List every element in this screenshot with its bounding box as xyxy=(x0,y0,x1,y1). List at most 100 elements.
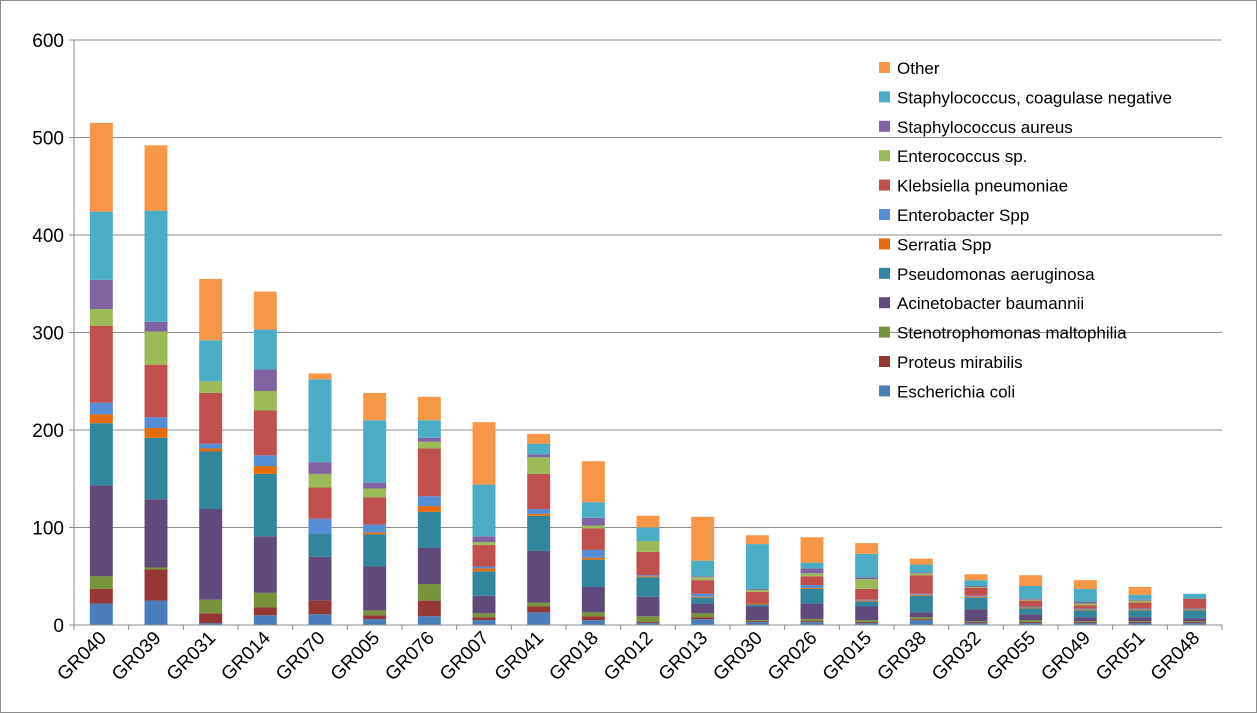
bar-segment xyxy=(691,597,715,604)
bar-segment xyxy=(527,602,551,607)
bar-segment xyxy=(417,441,441,449)
bar-segment xyxy=(1019,598,1043,600)
bar-segment xyxy=(964,623,988,625)
bar-segment xyxy=(363,392,387,421)
bar-segment xyxy=(199,613,223,624)
legend-swatch xyxy=(879,62,890,73)
bar-segment xyxy=(1073,617,1097,622)
bar-segment xyxy=(1019,620,1043,623)
bar-segment xyxy=(1128,608,1152,610)
bar-segment xyxy=(581,616,605,621)
bar-segment xyxy=(909,573,933,576)
bar-segment xyxy=(745,620,769,622)
bar-segment xyxy=(855,606,879,621)
bar-segment xyxy=(1019,600,1043,607)
bar-segment xyxy=(855,599,879,601)
bar-segment xyxy=(855,543,879,554)
bar-segment xyxy=(909,594,933,596)
bar-segment xyxy=(199,451,223,509)
bar-segment xyxy=(527,454,551,458)
legend-swatch xyxy=(879,91,890,103)
bar-segment xyxy=(1128,623,1152,625)
bar-segment xyxy=(417,448,441,497)
bar-segment xyxy=(636,515,660,528)
bar-stack xyxy=(199,278,223,625)
bar-segment xyxy=(855,601,879,607)
bar-segment xyxy=(691,560,715,577)
bar-segment xyxy=(417,584,441,601)
bar-segment xyxy=(363,420,387,483)
bar-segment xyxy=(417,420,441,438)
bar-segment xyxy=(308,614,332,625)
bar-segment xyxy=(964,621,988,623)
bar-segment xyxy=(800,622,824,625)
bar-segment xyxy=(581,586,605,613)
bar-segment xyxy=(199,443,223,449)
bar-segment xyxy=(800,573,824,577)
bar-segment xyxy=(636,575,660,577)
bar-segment xyxy=(363,524,387,533)
bar-segment xyxy=(800,621,824,623)
bar-segment xyxy=(745,591,769,604)
bar-segment xyxy=(472,613,496,618)
bar-segment xyxy=(1128,622,1152,624)
bar-segment xyxy=(308,473,332,488)
x-tick-label: GR039 xyxy=(108,628,165,685)
legend-label: Serratia Spp xyxy=(897,235,992,254)
bar-segment xyxy=(1183,623,1207,625)
bar-segment xyxy=(1128,600,1152,603)
bar-segment xyxy=(1183,608,1207,610)
bar-segment xyxy=(89,122,113,212)
x-tick-label: GR051 xyxy=(1092,628,1149,685)
bar-segment xyxy=(89,211,113,280)
legend-label: Pseudomonas aeruginosa xyxy=(897,265,1095,284)
legend-item: Acinetobacter baumannii xyxy=(879,294,1084,313)
bar-segment xyxy=(308,487,332,519)
bar-segment xyxy=(636,616,660,623)
bar-segment xyxy=(855,577,879,580)
bar-stack xyxy=(144,145,168,625)
bar-stack xyxy=(909,558,933,625)
bar-segment xyxy=(745,606,769,621)
bar-segment xyxy=(253,455,277,467)
legend-item: Enterobacter Spp xyxy=(879,206,1029,225)
x-tick-label: GR041 xyxy=(491,628,548,685)
bar-segment xyxy=(1019,607,1043,609)
bar-segment xyxy=(964,597,988,610)
bar-segment xyxy=(691,593,715,597)
bar-segment xyxy=(909,612,933,618)
x-tick-label: GR015 xyxy=(819,628,876,685)
bar-stack xyxy=(581,461,605,625)
bar-segment xyxy=(1019,608,1043,615)
legend-item: Enterococcus sp. xyxy=(879,147,1027,166)
bar-segment xyxy=(199,392,223,444)
bar-segment xyxy=(581,461,605,503)
bar-stack xyxy=(89,122,113,625)
bar-segment xyxy=(964,574,988,581)
bar-segment xyxy=(527,473,551,509)
bar-segment xyxy=(581,620,605,625)
bar-segment xyxy=(89,414,113,424)
legend-label: Other xyxy=(897,59,940,78)
bar-segment xyxy=(417,511,441,548)
bar-segment xyxy=(1128,609,1152,611)
bar-segment xyxy=(253,391,277,411)
bar-segment xyxy=(89,576,113,589)
bar-segment xyxy=(308,518,332,534)
bar-segment xyxy=(1073,622,1097,624)
bar-segment xyxy=(1019,623,1043,625)
bar-segment xyxy=(1019,575,1043,586)
bar-segment xyxy=(964,596,988,598)
legend-label: Staphylococcus, coagulase negative xyxy=(897,88,1172,107)
x-tick-label: GR007 xyxy=(436,628,493,685)
bar-segment xyxy=(417,600,441,617)
bar-segment xyxy=(144,600,168,625)
bar-segment xyxy=(144,428,168,438)
bar-segment xyxy=(1128,621,1152,623)
bar-segment xyxy=(964,580,988,586)
bar-segment xyxy=(1073,621,1097,623)
bar-segment xyxy=(253,410,277,456)
legend-item: Serratia Spp xyxy=(879,235,992,254)
bar-segment xyxy=(253,473,277,537)
legend-swatch xyxy=(879,238,890,250)
